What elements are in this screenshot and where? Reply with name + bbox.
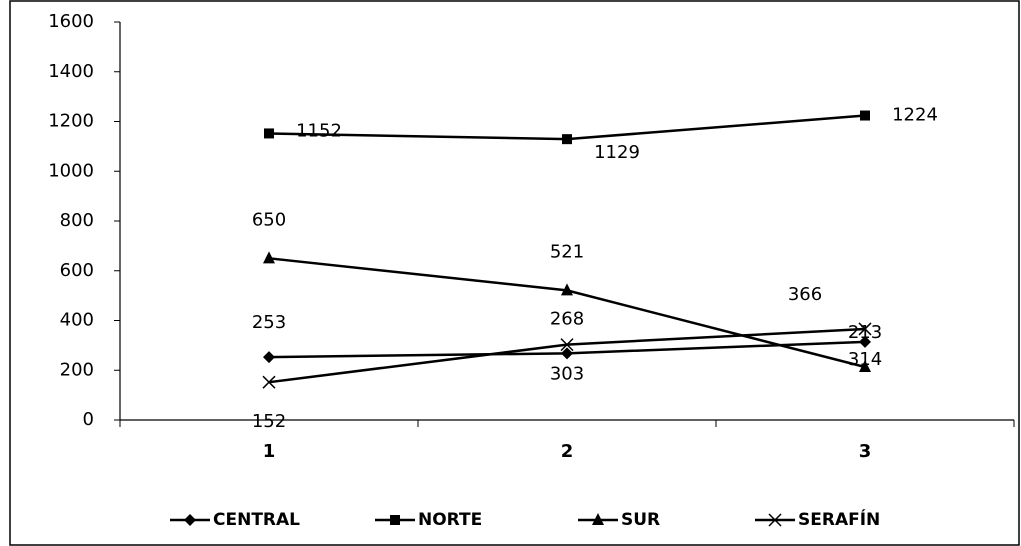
data-label: 521 (550, 241, 584, 262)
data-point (262, 375, 276, 389)
y-tick-label: 1600 (48, 11, 94, 32)
y-tick-label: 1000 (48, 160, 94, 181)
x-tick-label: 2 (561, 441, 574, 462)
data-point (263, 351, 275, 364)
legend-marker (390, 515, 400, 525)
x-tick-label: 1 (263, 441, 276, 462)
data-point (562, 134, 572, 145)
legend-label: CENTRAL (213, 510, 300, 530)
y-tick-label: 600 (60, 260, 94, 281)
data-label: 1152 (296, 120, 342, 141)
data-label: 1224 (892, 105, 938, 126)
data-point (859, 360, 871, 373)
data-point (561, 283, 573, 296)
data-point (263, 251, 275, 264)
data-label: 152 (252, 411, 286, 432)
data-label: 253 (252, 312, 286, 333)
y-tick-label: 200 (60, 359, 94, 380)
legend-marker (184, 514, 196, 526)
data-point (560, 338, 574, 352)
data-label: 303 (550, 364, 584, 385)
legend-label: NORTE (418, 510, 482, 530)
data-label: 268 (550, 308, 584, 329)
data-point (264, 128, 274, 139)
data-point (858, 322, 872, 336)
y-tick-label: 800 (60, 210, 94, 231)
legend-label: SUR (621, 510, 660, 530)
data-point (860, 110, 870, 121)
data-label: 366 (788, 284, 822, 305)
legend-marker (768, 513, 782, 527)
data-point (859, 335, 871, 348)
legend-label: SERAFÍN (798, 508, 880, 530)
legend-marker (592, 513, 604, 525)
x-tick-label: 3 (859, 441, 872, 462)
data-label: 650 (252, 209, 286, 230)
data-label: 213 (848, 322, 882, 343)
y-tick-label: 400 (60, 310, 94, 331)
y-tick-label: 1400 (48, 61, 94, 82)
y-tick-label: 0 (83, 409, 94, 430)
data-label: 1129 (594, 142, 640, 163)
y-tick-label: 1200 (48, 111, 94, 132)
chart-frame (9, 0, 1020, 546)
data-point (561, 347, 573, 360)
